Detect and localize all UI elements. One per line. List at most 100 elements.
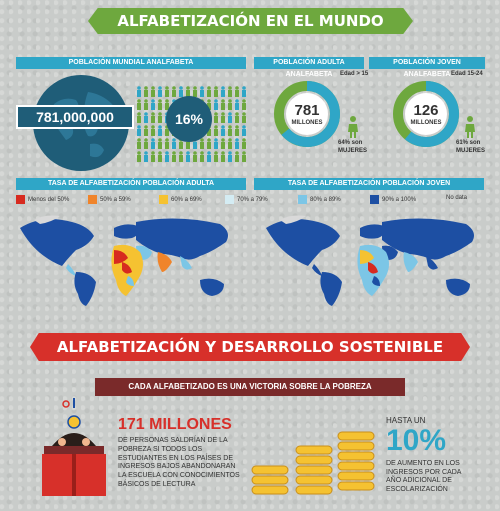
person-icon bbox=[137, 151, 141, 162]
page-title: ALFABETIZACIÓN EN EL MUNDO bbox=[117, 12, 384, 30]
legend-item: 90% a 100% bbox=[370, 195, 416, 204]
person-icon bbox=[235, 99, 239, 110]
person-icon bbox=[158, 151, 162, 162]
young-value: 126 bbox=[413, 102, 439, 119]
world-illiterate-title: POBLACIÓN MUNDIAL ANALFABETA bbox=[16, 57, 246, 69]
person-icon bbox=[158, 86, 162, 97]
person-icon bbox=[214, 86, 218, 97]
legend-label: 80% a 89% bbox=[310, 196, 341, 203]
adult-age-label: Edad > 15 bbox=[340, 71, 369, 77]
person-icon bbox=[242, 125, 246, 136]
legend-item: Menos del 50% bbox=[16, 195, 69, 204]
adult-illiterate-title: POBLACIÓN ADULTA ANALFABETA bbox=[254, 57, 364, 78]
young-illiterate-title: POBLACIÓN JOVEN ANALFABETA bbox=[369, 57, 485, 78]
person-icon bbox=[158, 112, 162, 123]
sustainable-title: ALFABETIZACIÓN Y DESARROLLO SOSTENIBLE bbox=[56, 338, 444, 356]
world-percent-circle: 16% bbox=[166, 96, 212, 142]
person-icon bbox=[207, 151, 211, 162]
person-icon bbox=[158, 99, 162, 110]
person-icon bbox=[137, 99, 141, 110]
person-icon bbox=[137, 86, 141, 97]
person-icon bbox=[186, 86, 190, 97]
person-icon bbox=[242, 86, 246, 97]
stat-big: 171 MILLONES bbox=[118, 416, 232, 433]
person-icon bbox=[235, 151, 239, 162]
stat-text: DE PERSONAS SALDRÍAN DE LA POBREZA SI TO… bbox=[118, 437, 240, 488]
legend-label: 50% a 59% bbox=[100, 196, 131, 203]
person-icon bbox=[242, 112, 246, 123]
legend-label: 70% a 79% bbox=[237, 196, 268, 203]
woman-icon-adult bbox=[348, 116, 358, 138]
person-icon bbox=[235, 138, 239, 149]
legend-label: 90% a 100% bbox=[382, 196, 417, 203]
subtitle-bar: CADA ALFABETIZADO ES UNA VICTORIA SOBRE … bbox=[95, 378, 405, 396]
young-rate-title: TASA DE ALFABETIZACIÓN POBLACIÓN JOVEN bbox=[254, 178, 484, 190]
young-women-label: MUJERES bbox=[456, 148, 486, 154]
adult-literacy-map bbox=[10, 212, 250, 310]
person-icon bbox=[144, 125, 148, 136]
person-icon bbox=[151, 99, 155, 110]
person-icon bbox=[221, 86, 225, 97]
person-icon bbox=[165, 151, 169, 162]
person-icon bbox=[158, 138, 162, 149]
person-icon bbox=[200, 86, 204, 97]
person-icon bbox=[228, 86, 232, 97]
person-icon bbox=[151, 151, 155, 162]
legend-item: 60% a 69% bbox=[159, 195, 202, 204]
adult-value: 781 bbox=[294, 102, 320, 119]
person-icon bbox=[179, 86, 183, 97]
person-icon bbox=[151, 112, 155, 123]
person-icon bbox=[179, 151, 183, 162]
person-icon bbox=[151, 125, 155, 136]
legend-swatch bbox=[88, 195, 97, 204]
person-icon bbox=[235, 125, 239, 136]
person-icon bbox=[193, 151, 197, 162]
person-icon bbox=[228, 112, 232, 123]
young-donut bbox=[391, 79, 461, 149]
person-icon bbox=[165, 99, 169, 110]
person-icon bbox=[228, 99, 232, 110]
person-icon bbox=[144, 86, 148, 97]
person-icon bbox=[221, 112, 225, 123]
person-icon bbox=[193, 86, 197, 97]
world-count-badge: 781,000,000 bbox=[16, 105, 134, 129]
person-icon bbox=[165, 86, 169, 97]
person-icon bbox=[221, 151, 225, 162]
person-icon bbox=[144, 112, 148, 123]
young-unit: MILLONES bbox=[410, 120, 442, 126]
young-age-label: Edad 15-24 bbox=[451, 71, 483, 77]
person-icon bbox=[214, 151, 218, 162]
person-icon bbox=[228, 138, 232, 149]
person-icon bbox=[242, 99, 246, 110]
person-icon bbox=[172, 86, 176, 97]
legend-swatch bbox=[370, 195, 379, 204]
person-icon bbox=[144, 138, 148, 149]
person-icon bbox=[214, 99, 218, 110]
person-icon bbox=[137, 112, 141, 123]
adult-rate-title: TASA DE ALFABETIZACIÓN POBLACIÓN ADULTA bbox=[16, 178, 246, 190]
reader-icon bbox=[38, 398, 110, 502]
person-icon bbox=[165, 138, 169, 149]
woman-icon-young bbox=[465, 116, 475, 138]
person-icon bbox=[214, 112, 218, 123]
legend-item: 70% a 79% bbox=[225, 195, 268, 204]
person-icon bbox=[235, 112, 239, 123]
person-icon bbox=[242, 151, 246, 162]
person-icon bbox=[186, 151, 190, 162]
legend-item: 80% a 89% bbox=[298, 195, 341, 204]
person-icon bbox=[221, 99, 225, 110]
coin-stacks-icon bbox=[250, 430, 376, 502]
person-icon bbox=[137, 125, 141, 136]
person-icon bbox=[172, 138, 176, 149]
top-banner: ALFABETIZACIÓN EN EL MUNDO bbox=[88, 8, 413, 34]
person-icon bbox=[207, 99, 211, 110]
person-icon bbox=[200, 151, 204, 162]
person-icon bbox=[172, 151, 176, 162]
person-icon bbox=[200, 138, 204, 149]
person-icon bbox=[144, 99, 148, 110]
person-icon bbox=[228, 125, 232, 136]
legend-label: 60% a 69% bbox=[171, 196, 202, 203]
adult-donut bbox=[272, 79, 342, 149]
person-icon bbox=[214, 138, 218, 149]
person-icon bbox=[228, 151, 232, 162]
